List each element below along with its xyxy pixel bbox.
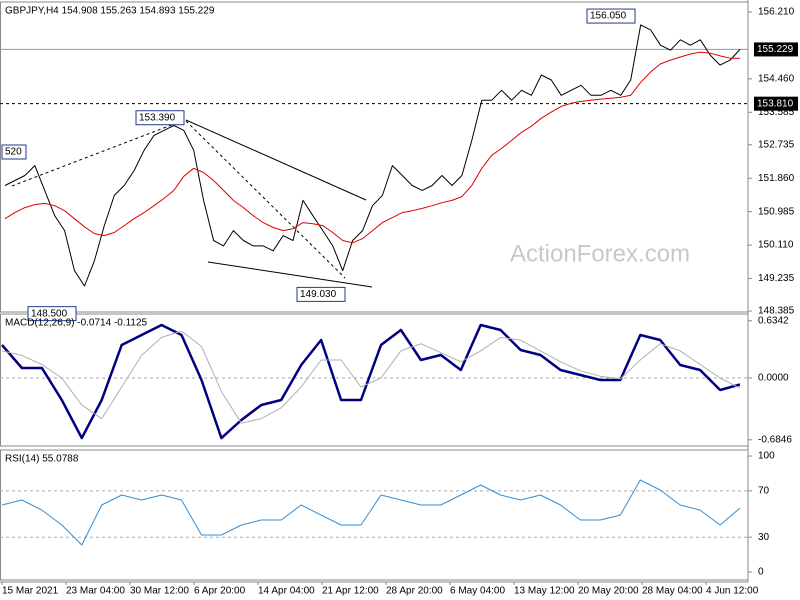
y-tick-label: 0.0000: [758, 373, 789, 384]
price-label-box: [754, 42, 798, 57]
y-tick-label: 149.235: [758, 273, 795, 284]
y-tick-label: 154.460: [758, 73, 795, 84]
x-tick-label: 14 Apr 04:00: [258, 586, 315, 597]
y-tick-label: 0.6342: [758, 315, 789, 326]
price-label: 155.229: [757, 44, 794, 55]
annotation-box: [586, 8, 636, 24]
y-tick-label: 150.985: [758, 206, 795, 217]
series-line: [4, 24, 741, 287]
trendline: [185, 119, 367, 201]
annotation-box: [296, 286, 346, 302]
y-tick-label: 100: [758, 451, 775, 462]
x-tick-label: 20 May 20:00: [578, 586, 639, 597]
panel-title: GBPJPY,H4 154.908 155.263 154.893 155.22…: [5, 6, 215, 17]
annotation: 520: [5, 147, 22, 158]
annotation: 149.030: [300, 289, 337, 300]
trendlines: [11, 119, 373, 288]
y-tick-label: 70: [758, 485, 770, 496]
watermark: ActionForex.com: [510, 240, 690, 267]
x-tick-label: 28 May 04:00: [642, 586, 703, 597]
x-tick-label: 15 Mar 2021: [2, 586, 59, 597]
x-tick-label: 30 Mar 12:00: [130, 586, 189, 597]
panel-title: MACD(12,26,9) -0.0714 -0.1125: [5, 318, 148, 329]
x-tick-label: 28 Apr 20:00: [386, 586, 443, 597]
price-label: 153.810: [757, 98, 794, 109]
annotation: 153.390: [139, 112, 176, 123]
annotation: 148.500: [31, 308, 68, 319]
annotation-box: [1, 144, 27, 160]
series-line: [1, 330, 741, 424]
series-line: [1, 323, 741, 440]
x-tick-label: 21 Apr 12:00: [322, 586, 379, 597]
price-label-box: [754, 96, 798, 111]
series-line: [4, 51, 740, 244]
annotation: 156.050: [590, 11, 627, 22]
y-tick-label: 152.735: [758, 139, 795, 150]
x-tick-label: 4 Jun 12:00: [706, 586, 759, 597]
y-tick-label: 151.860: [758, 173, 795, 184]
trendline: [11, 120, 183, 187]
annotation-box: [27, 306, 77, 322]
series-line: [1, 479, 741, 546]
trendline: [207, 261, 373, 288]
x-tick-label: 6 Apr 20:00: [194, 586, 246, 597]
x-tick-label: 13 May 12:00: [514, 586, 575, 597]
y-tick-label: 150.110: [758, 240, 794, 251]
y-tick-label: 153.585: [758, 107, 795, 118]
trendline: [185, 120, 346, 279]
y-tick-label: 0: [758, 567, 764, 578]
annotation-box: [135, 110, 185, 126]
panel-title: RSI(14) 55.0788: [5, 454, 79, 465]
y-tick-label: -0.6846: [758, 434, 792, 445]
y-tick-label: 148.385: [758, 306, 795, 317]
y-tick-label: 30: [758, 532, 770, 543]
y-tick-label: 156.210: [758, 7, 795, 18]
x-tick-label: 6 May 04:00: [450, 586, 505, 597]
x-tick-label: 23 Mar 04:00: [66, 586, 125, 597]
